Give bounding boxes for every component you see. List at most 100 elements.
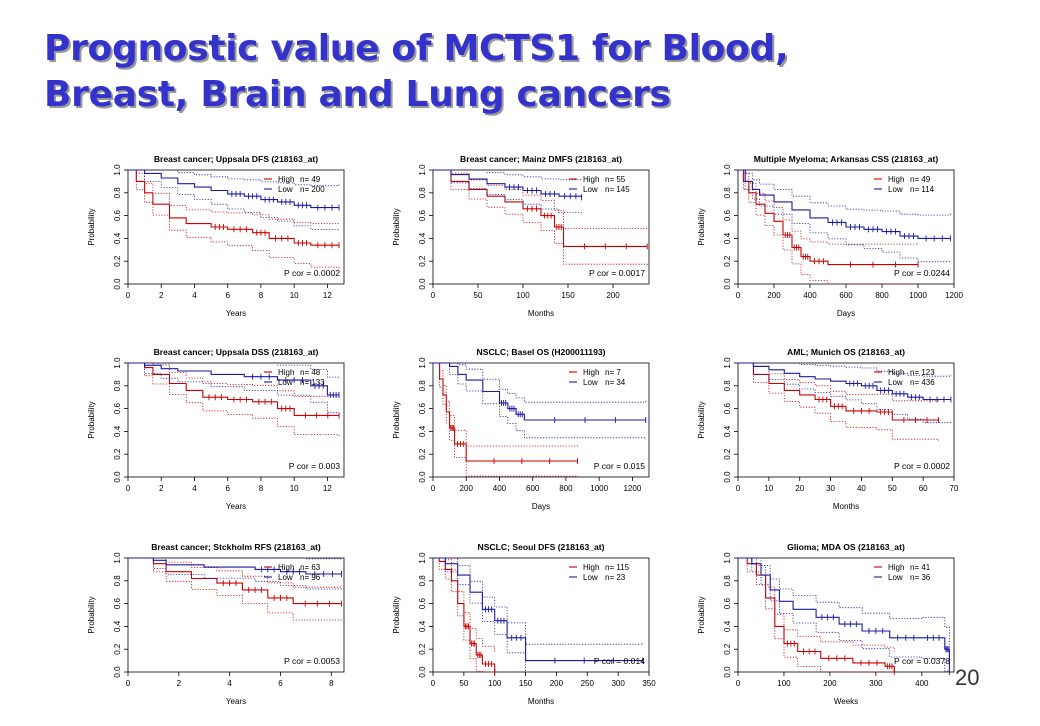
y-tick-label: 0.4 <box>418 232 427 244</box>
survival-curve <box>738 362 939 421</box>
y-tick-label: 0.6 <box>113 597 122 609</box>
km-plot-6: AML; Munich OS (218163_at) 0 10 20 30 40 50 60 7… <box>697 347 959 511</box>
pvalue-label: P cor = 0.014 <box>594 656 645 666</box>
y-tick-label: 0.0 <box>418 471 427 483</box>
legend-label: High <box>278 563 294 572</box>
y-tick-label: 0.4 <box>723 620 732 632</box>
x-tick-label: 600 <box>526 484 540 493</box>
survival-curve <box>738 557 895 672</box>
legend-label: High <box>583 563 599 572</box>
x-tick-label: 250 <box>581 679 595 688</box>
plot-frame <box>737 362 955 478</box>
confidence-band-upper <box>738 362 939 402</box>
x-tick-label: 4 <box>192 291 197 300</box>
x-tick-label: 8 <box>259 484 264 493</box>
legend-n: n= 48 <box>300 368 321 377</box>
y-tick-label: 0.4 <box>113 232 122 244</box>
x-tick-label: 1200 <box>623 484 641 493</box>
pvalue-label: P cor = 0.0002 <box>284 268 340 278</box>
x-tick-label: 4 <box>227 679 232 688</box>
x-tick-label: 60 <box>919 484 928 493</box>
x-tick-label: 0 <box>126 291 131 300</box>
confidence-band-lower <box>128 557 342 591</box>
chart-title: Glioma; MDA OS (218163_at) <box>787 542 905 552</box>
x-tick-label: 300 <box>611 679 625 688</box>
y-tick-label: 0.4 <box>113 425 122 437</box>
chart-title: Breast cancer; Mainz DMFS (218163_at) <box>460 154 622 164</box>
confidence-band-lower <box>433 169 582 216</box>
y-tick-label: 1.0 <box>418 164 427 176</box>
confidence-band-lower <box>738 169 918 285</box>
x-tick-label: 100 <box>516 291 530 300</box>
y-tick-label: 0.2 <box>723 643 732 655</box>
y-tick-label: 0.2 <box>113 255 122 267</box>
survival-curve <box>738 557 950 672</box>
survival-curve <box>738 169 918 266</box>
legend-label: Low <box>278 573 293 582</box>
y-tick-label: 0.6 <box>113 209 122 221</box>
legend-n: n= 145 <box>605 185 630 194</box>
y-tick-label: 0.6 <box>723 597 732 609</box>
legend-label: Low <box>888 378 903 387</box>
y-tick-label: 0.8 <box>113 187 122 199</box>
y-tick-label: 0.0 <box>723 471 732 483</box>
confidence-band-lower <box>433 557 643 673</box>
km-panel-3: Multiple Myeloma; Arkansas CSS (218163_a… <box>690 150 990 338</box>
y-axis-label: Probability <box>392 596 401 633</box>
confidence-band-lower <box>738 557 895 673</box>
x-tick-label: 10 <box>290 291 299 300</box>
x-tick-label: 200 <box>767 291 781 300</box>
y-tick-label: 1.0 <box>723 552 732 564</box>
x-axis-label: Months <box>528 309 554 318</box>
y-tick-label: 0.6 <box>418 209 427 221</box>
y-tick-label: 0.0 <box>723 666 732 678</box>
pvalue-label: P cor = 0.015 <box>594 461 645 471</box>
legend-label: Low <box>888 573 903 582</box>
confidence-band-upper <box>128 557 342 560</box>
confidence-band-lower <box>433 557 495 673</box>
y-tick-label: 0.0 <box>113 666 122 678</box>
y-tick-label: 0.8 <box>723 187 732 199</box>
km-panel-6: AML; Munich OS (218163_at) 0 10 20 30 40 50 60 7… <box>690 343 990 531</box>
x-tick-label: 200 <box>606 291 620 300</box>
km-plot-9: Glioma; MDA OS (218163_at) 0 100 200 300 400 0… <box>697 542 955 706</box>
y-tick-label: 0.0 <box>113 278 122 290</box>
legend-label: High <box>583 175 599 184</box>
x-tick-label: 6 <box>225 291 230 300</box>
legend-label: Low <box>583 378 598 387</box>
survival-curve <box>128 169 339 246</box>
legend-n: n= 123 <box>910 368 935 377</box>
x-tick-label: 20 <box>795 484 804 493</box>
survival-curve <box>433 169 648 247</box>
slide-title: Prognostic value of MCTS1 for Blood, Bre… <box>44 26 789 118</box>
y-tick-label: 0.4 <box>723 232 732 244</box>
y-tick-label: 0.0 <box>723 278 732 290</box>
x-tick-label: 150 <box>561 291 575 300</box>
confidence-band-lower <box>128 169 340 269</box>
x-tick-label: 40 <box>857 484 866 493</box>
y-tick-label: 0.8 <box>113 380 122 392</box>
x-tick-label: 350 <box>642 679 656 688</box>
y-tick-label: 0.0 <box>418 666 427 678</box>
confidence-band-upper <box>738 557 950 649</box>
legend-n: n= 436 <box>910 378 935 387</box>
confidence-band-upper <box>738 169 951 216</box>
y-tick-label: 0.6 <box>723 402 732 414</box>
legend-n: n= 200 <box>300 185 325 194</box>
y-tick-label: 0.8 <box>723 380 732 392</box>
y-tick-label: 1.0 <box>113 164 122 176</box>
x-axis-label: Months <box>833 502 859 511</box>
legend-n: n= 23 <box>605 573 626 582</box>
y-tick-label: 1.0 <box>723 164 732 176</box>
survival-curve <box>433 169 583 198</box>
survival-curve <box>128 362 339 416</box>
legend-label: High <box>888 368 904 377</box>
y-tick-label: 0.6 <box>418 597 427 609</box>
km-plot-4: Breast cancer; Uppsala DSS (218163_at) 0 2… <box>87 347 345 511</box>
legend-label: Low <box>888 185 903 194</box>
legend-n: n= 7 <box>605 368 621 377</box>
pvalue-label: P cor = 0.0002 <box>894 461 950 471</box>
survival-curve <box>738 169 951 239</box>
y-tick-label: 1.0 <box>418 552 427 564</box>
plot-frame <box>432 362 650 478</box>
